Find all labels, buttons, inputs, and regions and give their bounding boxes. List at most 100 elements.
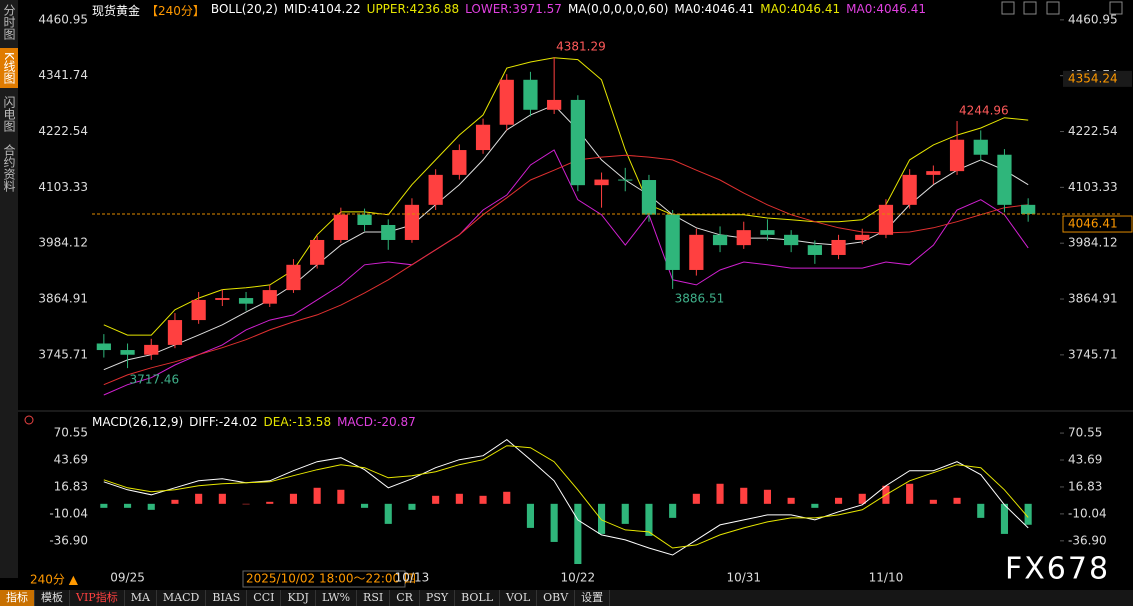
macd-bar [977,503,985,518]
toolbar-button[interactable]: MA [125,590,157,606]
y-tick-label: 3864.91 [38,292,88,306]
toolbar-button[interactable]: BOLL [455,590,501,606]
macd-bar [195,493,203,504]
candle-body [1021,204,1036,215]
candle-body [475,124,491,151]
toolbar: 指标 模板 VIP指标 MA MACD BIAS CCI KDJ LW% RSI CR PSY BOLL… [0,590,1133,606]
candle-body [807,245,822,255]
y-tick-label: 16.83 [1068,479,1102,493]
x-tick-label: 10/13 [395,571,430,585]
candle-body [286,264,301,291]
extreme-label: 4381.29 [556,40,606,54]
candle-body [523,79,538,110]
candle-body [238,298,254,304]
macd-bar [242,503,250,505]
window-icon [1109,1,1123,15]
toolbar-button[interactable]: BIAS [206,590,248,606]
sidebar-tab[interactable]: K线图 [0,48,18,88]
toolbar-button[interactable]: MACD [157,590,207,606]
header-item: MA0:4046.41 [674,2,755,16]
candle-body [594,179,609,186]
crosshair-price-box [1063,70,1132,87]
y-tick-label: 43.69 [1068,453,1102,467]
header-item: UPPER:4236.88 [366,2,460,16]
candle-body [618,179,633,181]
toolbar-button[interactable]: 指标 [0,590,35,606]
candle-body [784,234,799,246]
window-icon [1001,1,1015,15]
macd-bar [763,489,772,504]
y-tick-label: 3745.71 [38,347,88,361]
candle-body [452,150,467,175]
toolbar-button[interactable]: LW% [316,590,358,606]
candle-body [404,204,420,240]
candle-body [831,239,846,255]
candle-body [499,79,514,125]
macd-bar [740,487,748,504]
toolbar-button[interactable]: CR [390,590,420,606]
cursor-time-box [242,570,406,588]
indicator-line [103,57,1029,336]
toolbar-button[interactable]: VIP指标 [70,590,125,606]
toolbar-button[interactable]: 模板 [35,590,70,606]
candle-body [191,299,206,321]
macd-bar [621,503,629,524]
macd-bar [787,497,795,504]
macd-bar [479,495,487,504]
header-item: MID:4104.22 [283,2,361,16]
toolbar-button[interactable]: RSI [357,590,391,606]
y-tick-label: 70.55 [1068,426,1102,440]
y-tick-label: 4460.95 [1068,12,1118,26]
header-item: 【240分】 [146,4,205,18]
indicator-line [103,438,1029,556]
last-price-label: 4046.41 [1068,217,1118,231]
macd-bar [526,503,535,528]
macd-bar [550,503,558,542]
candle-body [120,350,135,355]
extreme-label: 3886.51 [675,291,725,305]
macd-header: MACD(26,12,9) DIFF:-24.02 DEA:-13.58 MACD:-… [92,415,416,429]
candle-body [167,320,183,345]
toolbar-button[interactable]: OBV [537,590,576,606]
header-item: DEA:-13.58 [263,415,332,429]
y-tick-label: 3864.91 [1068,292,1118,306]
sidebar-tab[interactable]: 合约资料 [2,143,16,192]
header-item: MA(0,0,0,0,0,60) [567,2,669,16]
y-tick-label: 3984.12 [1068,236,1118,250]
candle-body [997,154,1012,205]
window-icon [1046,1,1060,15]
extreme-label: 4244.96 [959,104,1009,118]
candle-body [547,99,562,110]
toolbar-button[interactable]: VOL [500,590,538,606]
macd-bar [1000,503,1009,534]
candle-body [855,234,870,240]
macd-bar [455,493,463,504]
header-item: 现货黄金 [92,4,141,18]
sidebar-tab[interactable]: 闪电图 [2,95,16,132]
toolbar-button[interactable]: CCI [247,590,282,606]
candle-body [712,234,728,246]
header-item: MACD:-20.87 [337,415,416,429]
candle-body [949,139,965,172]
toolbar-button[interactable]: PSY [420,590,456,606]
macd-bar [432,495,440,504]
toolbar-button[interactable]: 设置 [575,590,611,606]
candle-body [760,230,775,235]
header-item: MACD(26,12,9) [92,415,184,429]
macd-bar [171,499,179,504]
candle-body [144,344,159,355]
header-item: DIFF:-24.02 [189,415,258,429]
y-tick-label: 4222.54 [1068,124,1118,138]
cursor-time: 2025/10/02 18:00～22:00 四 [246,572,416,586]
toolbar-button[interactable]: KDJ [281,590,316,606]
candle-body [357,214,372,225]
indicator-line [103,104,1029,371]
candle-body [381,224,396,240]
macd-bar [100,503,108,508]
macd-bar [669,503,677,518]
candle-body [570,99,585,186]
y-tick-label: 43.69 [54,453,88,467]
y-tick-label: 3745.71 [1068,347,1118,361]
sidebar-tab[interactable]: 分时图 [2,4,16,40]
candle-body [665,214,680,270]
